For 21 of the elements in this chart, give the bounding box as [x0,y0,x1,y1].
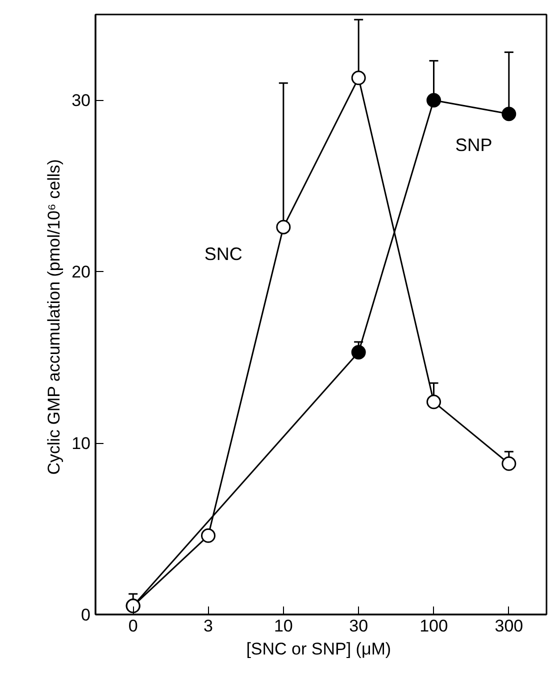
point [201,528,216,543]
x-tick-label: 30 [349,616,368,636]
x-tick-label: 0 [128,616,138,636]
x-tick-label: 10 [274,616,293,636]
y-axis-title: Cyclic GMP accumulation (pmol/10⁶ cells) [44,159,64,475]
point [502,456,516,471]
point [502,106,516,122]
point [351,344,366,360]
point [426,394,441,410]
x-axis-title: [SNC or SNP] (μM) [246,640,392,658]
y-tick-label: 30 [72,91,91,110]
y-tick-label: 20 [72,262,91,282]
series-label: SNC [204,244,242,264]
point [351,70,366,86]
point [276,220,291,234]
x-tick-label: 3 [204,616,213,636]
x-tick-label: 300 [494,616,524,636]
y-tick-label: 10 [72,434,91,454]
series-label: SNP [455,135,492,156]
x-tick-label: 100 [420,616,448,636]
point [426,92,441,108]
